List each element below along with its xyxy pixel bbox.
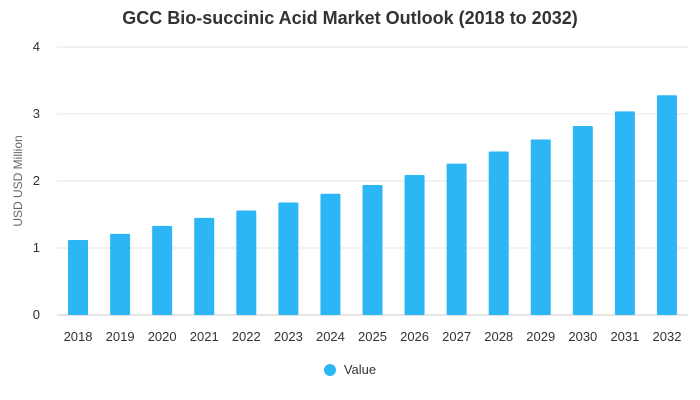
bar-2020[interactable] (152, 225, 173, 315)
x-tick-label: 2023 (274, 329, 303, 344)
bar-2031[interactable] (614, 111, 635, 315)
x-tick-label: 2018 (64, 329, 93, 344)
bar-2021[interactable] (194, 217, 215, 315)
x-tick-label: 2028 (484, 329, 513, 344)
y-tick-label: 0 (33, 307, 40, 322)
bar-2027[interactable] (446, 163, 467, 315)
bar-2028[interactable] (488, 151, 509, 315)
x-tick-label: 2027 (442, 329, 471, 344)
y-tick-label: 3 (33, 106, 40, 121)
y-tick-label: 1 (33, 240, 40, 255)
x-tick-label: 2030 (568, 329, 597, 344)
y-axis-title: USD USD Million (11, 135, 25, 226)
legend-marker-dot-icon (323, 363, 336, 376)
bar-2023[interactable] (278, 202, 299, 315)
x-tick-label: 2021 (190, 329, 219, 344)
legend-label: Value (343, 362, 377, 377)
bar-2022[interactable] (236, 210, 257, 315)
bar-2032[interactable] (656, 95, 677, 316)
legend[interactable]: Value (0, 362, 700, 377)
x-tick-label: 2019 (106, 329, 135, 344)
bar-2019[interactable] (110, 233, 131, 315)
bar-2018[interactable] (68, 239, 89, 315)
x-tick-label: 2024 (316, 329, 345, 344)
x-tick-label: 2022 (232, 329, 261, 344)
bar-2025[interactable] (362, 185, 383, 315)
x-tick-label: 2032 (653, 329, 682, 344)
x-tick-label: 2029 (526, 329, 555, 344)
x-tick-label: 2031 (610, 329, 639, 344)
bar-2030[interactable] (572, 126, 593, 315)
y-tick-label: 2 (33, 173, 40, 188)
bar-2026[interactable] (404, 174, 425, 315)
chart-title: GCC Bio-succinic Acid Market Outlook (20… (122, 8, 578, 28)
bar-2029[interactable] (530, 139, 551, 315)
x-tick-label: 2026 (400, 329, 429, 344)
y-tick-label: 4 (33, 39, 40, 54)
bar-2024[interactable] (320, 193, 341, 315)
x-tick-label: 2025 (358, 329, 387, 344)
x-tick-label: 2020 (148, 329, 177, 344)
